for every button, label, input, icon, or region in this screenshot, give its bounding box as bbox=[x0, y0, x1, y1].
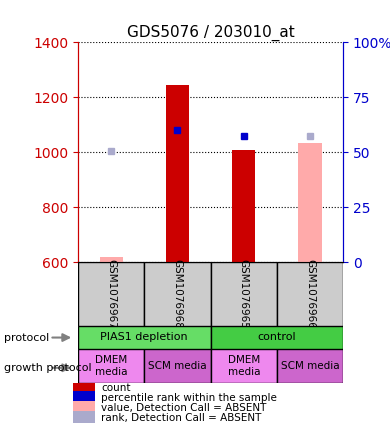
FancyBboxPatch shape bbox=[211, 349, 277, 383]
Text: GSM1076967: GSM1076967 bbox=[106, 259, 116, 329]
Bar bbox=[73, 401, 95, 415]
Text: count: count bbox=[101, 383, 131, 393]
FancyBboxPatch shape bbox=[144, 262, 211, 326]
Text: percentile rank within the sample: percentile rank within the sample bbox=[101, 393, 277, 403]
Text: growth protocol: growth protocol bbox=[4, 363, 92, 373]
Text: PIAS1 depletion: PIAS1 depletion bbox=[101, 332, 188, 342]
Text: value, Detection Call = ABSENT: value, Detection Call = ABSENT bbox=[101, 403, 267, 413]
Text: protocol: protocol bbox=[4, 333, 49, 343]
Text: GSM1076965: GSM1076965 bbox=[239, 259, 249, 329]
Text: rank, Detection Call = ABSENT: rank, Detection Call = ABSENT bbox=[101, 413, 262, 423]
Bar bbox=[166, 85, 189, 262]
Text: SCM media: SCM media bbox=[148, 361, 207, 371]
FancyBboxPatch shape bbox=[211, 326, 343, 349]
FancyBboxPatch shape bbox=[277, 349, 343, 383]
Title: GDS5076 / 203010_at: GDS5076 / 203010_at bbox=[127, 25, 294, 41]
Text: SCM media: SCM media bbox=[281, 361, 339, 371]
FancyBboxPatch shape bbox=[144, 349, 211, 383]
Bar bbox=[73, 391, 95, 405]
Text: DMEM
media: DMEM media bbox=[95, 355, 128, 377]
Bar bbox=[232, 150, 255, 262]
Bar bbox=[73, 411, 95, 423]
Bar bbox=[298, 143, 322, 262]
FancyBboxPatch shape bbox=[78, 326, 211, 349]
FancyBboxPatch shape bbox=[78, 349, 144, 383]
Bar bbox=[99, 257, 123, 262]
FancyBboxPatch shape bbox=[211, 262, 277, 326]
Text: GSM1076968: GSM1076968 bbox=[172, 259, 183, 329]
FancyBboxPatch shape bbox=[78, 262, 144, 326]
FancyBboxPatch shape bbox=[277, 262, 343, 326]
Text: GSM1076966: GSM1076966 bbox=[305, 259, 315, 329]
Text: DMEM
media: DMEM media bbox=[227, 355, 260, 377]
Text: control: control bbox=[257, 332, 296, 342]
Bar bbox=[73, 381, 95, 395]
